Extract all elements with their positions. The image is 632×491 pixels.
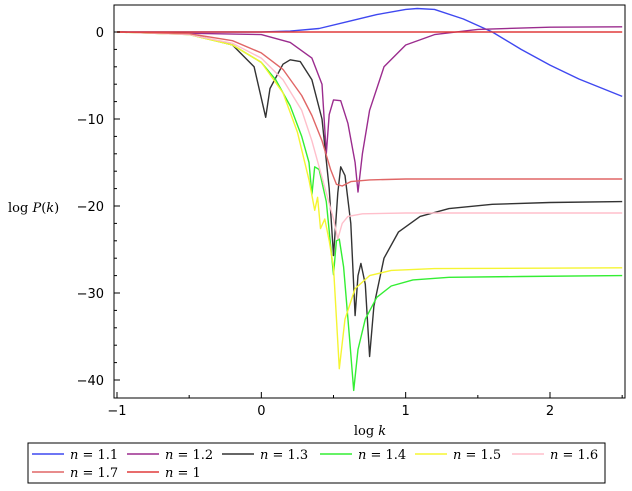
legend-label-7: n = 1.7 [70, 466, 118, 481]
y-tick-label: −30 [77, 287, 104, 302]
legend-label-4: n = 1.4 [358, 448, 406, 463]
x-tick-label: 1 [402, 404, 410, 419]
x-tick-label: 0 [257, 404, 265, 419]
series-line-7 [116, 31, 623, 187]
series-line-4 [116, 31, 623, 392]
series-line-5 [116, 31, 623, 370]
series-line-2 [116, 26, 623, 193]
plot-frame [113, 4, 626, 399]
y-tick-label: −10 [77, 113, 104, 128]
y-tick-label: −20 [77, 200, 104, 215]
series-line-3 [116, 31, 623, 358]
y-axis-label: log P(k) [8, 201, 59, 216]
x-tick-label: 2 [546, 404, 554, 419]
legend-label-8: n = 1 [165, 466, 201, 481]
legend-box [27, 442, 606, 484]
legend-label-1: n = 1.1 [70, 448, 118, 463]
legend-label-6: n = 1.6 [550, 448, 598, 463]
legend-label-3: n = 1.3 [260, 448, 308, 463]
x-axis-label: log k [354, 424, 386, 439]
y-tick-label: −40 [77, 374, 104, 389]
series-line-6 [116, 31, 623, 240]
series-layer [116, 7, 623, 392]
axes-layer: 0−10−20−30−40−1 0 1 2 [77, 4, 626, 419]
legend: n = 1.1 n = 1.2 n = 1.3 n = 1.4 n = 1.5 n = 1… [27, 442, 606, 484]
x-tick-label: −1 [107, 404, 126, 419]
legend-label-5: n = 1.5 [453, 448, 501, 463]
legend-label-2: n = 1.2 [165, 448, 213, 463]
y-tick-label: 0 [96, 26, 104, 41]
